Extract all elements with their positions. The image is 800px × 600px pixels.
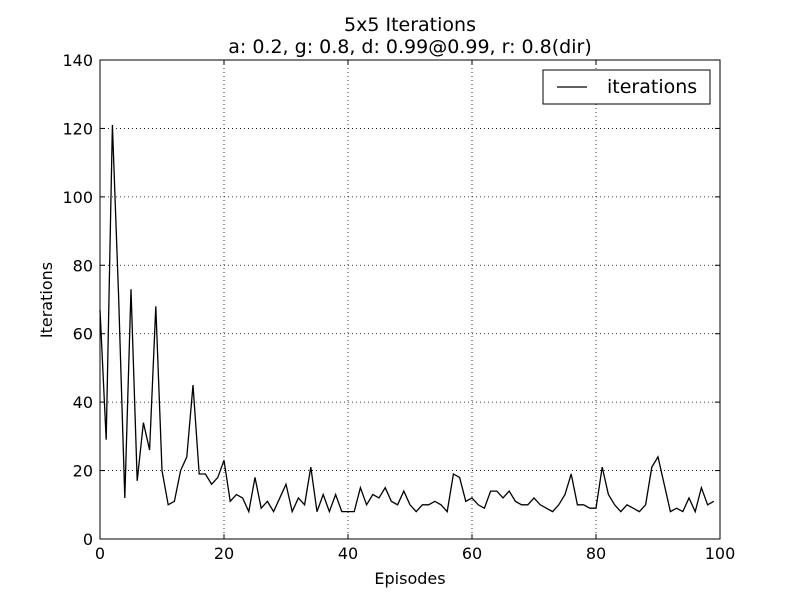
plot-frame: [99, 59, 721, 540]
x-axis-label: Episodes: [374, 569, 445, 588]
y-tick-label: 0: [83, 530, 93, 549]
y-tick-label: 20: [73, 462, 93, 481]
y-axis-label: Iterations: [37, 262, 56, 338]
y-tick-label: 100: [62, 188, 93, 207]
x-tick-label: 0: [95, 544, 105, 563]
x-tick-label: 60: [462, 544, 482, 563]
y-tick-label: 120: [62, 119, 93, 138]
x-tick-label: 100: [705, 544, 736, 563]
x-tick-label: 80: [586, 544, 606, 563]
x-tick-label: 20: [214, 544, 234, 563]
series-line-iterations: [99, 124, 715, 514]
chart-subtitle: a: 0.2, g: 0.8, d: 0.99@0.99, r: 0.8(dir…: [228, 36, 591, 58]
chart-title: 5x5 Iterations: [344, 14, 476, 36]
x-tick-label: 40: [338, 544, 358, 563]
series-layer: [99, 124, 715, 514]
legend: iterations: [542, 69, 711, 105]
y-tick-label: 60: [73, 325, 93, 344]
grid-lines: [100, 60, 720, 539]
legend-label-iterations: iterations: [607, 76, 697, 98]
axis-ticks: 0 20 40 60 80 100 0 20 40 60 80 100 120 140: [62, 51, 735, 563]
y-tick-label: 140: [62, 51, 93, 70]
y-tick-label: 40: [73, 393, 93, 412]
y-tick-label: 80: [73, 256, 93, 275]
